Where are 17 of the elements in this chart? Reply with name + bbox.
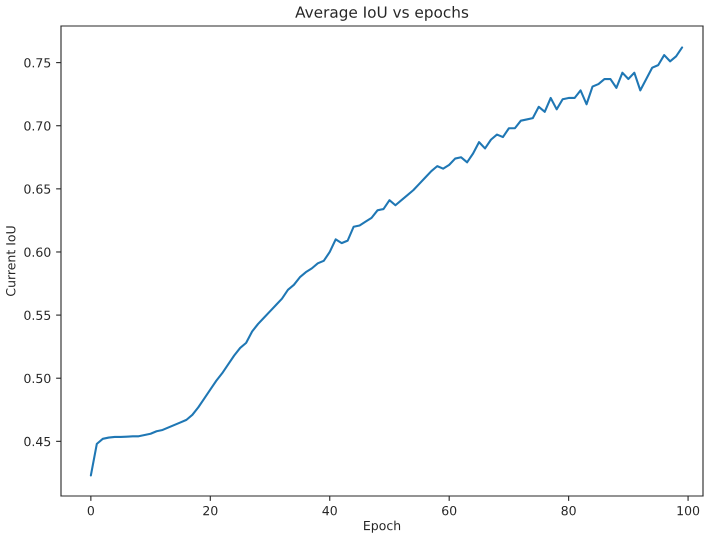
line-series: [90, 46, 684, 476]
y-tick-label: 0.60: [24, 247, 50, 257]
y-tick-label: 0.65: [24, 184, 50, 194]
x-tick-label: 80: [562, 506, 576, 516]
y-tick-label: 0.75: [24, 58, 50, 68]
x-tick-label: 60: [442, 506, 456, 516]
x-tick-label: 20: [203, 506, 218, 516]
y-tick-label: 0.55: [24, 310, 50, 320]
chart-title: Average IoU vs epochs: [295, 6, 468, 21]
y-tick-label: 0.50: [24, 374, 50, 384]
x-tick-label: 40: [322, 506, 337, 516]
x-tick-label: 0: [88, 506, 94, 516]
y-axis-title: Current IoU: [6, 226, 16, 296]
y-tick-label: 0.45: [24, 436, 50, 446]
y-tick-label: 0.70: [24, 121, 50, 131]
x-axis-title: Epoch: [364, 520, 400, 533]
x-tick-label: 100: [678, 506, 700, 516]
